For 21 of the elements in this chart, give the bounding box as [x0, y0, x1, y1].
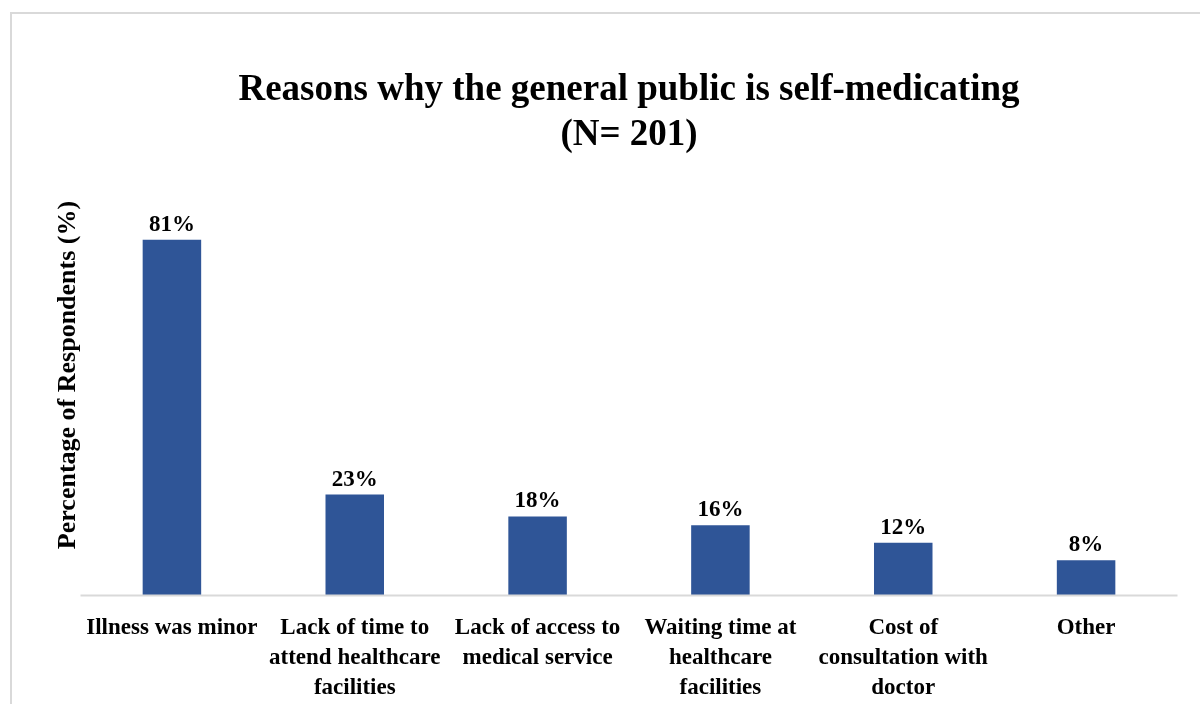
- data-label: 8%: [1068, 531, 1104, 557]
- x-tick-label: Lack of access to medical service: [454, 613, 621, 669]
- bar: [142, 239, 202, 596]
- data-label: 16%: [697, 496, 744, 522]
- bar: [691, 525, 750, 596]
- bar: [325, 494, 384, 596]
- data-label: 81%: [148, 210, 195, 236]
- x-tick-label: Lack of time to attend healthcare facilities: [269, 613, 441, 699]
- bar: [874, 542, 933, 596]
- x-tick-label: Other: [1056, 613, 1116, 639]
- x-tick-label: Waiting time at healthcare facilities: [644, 613, 797, 699]
- data-label: 18%: [514, 487, 561, 513]
- data-label: 12%: [880, 513, 927, 539]
- chart-subtitle: (N= 201): [560, 111, 698, 154]
- bar: [508, 516, 567, 596]
- x-tick-label: Cost of consultation with doctor: [818, 613, 989, 699]
- x-tick-label: Illness was minor: [86, 613, 258, 639]
- bar: [1056, 560, 1116, 596]
- chart-title: Reasons why the general public is self-medicating: [238, 66, 1021, 108]
- data-label: 23%: [331, 465, 378, 491]
- y-axis-title: Percentage of Respondents (%): [51, 200, 81, 550]
